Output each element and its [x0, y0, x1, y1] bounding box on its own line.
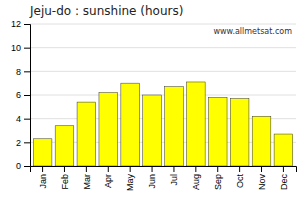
x-tick-label: Feb — [60, 174, 70, 190]
x-tick: Apr — [103, 166, 113, 188]
bar — [77, 102, 96, 166]
x-tick-label: Sep — [213, 174, 223, 190]
x-tick: Jul — [169, 166, 179, 186]
y-tick-mark — [24, 119, 30, 120]
bar — [165, 87, 184, 166]
y-tick-mark — [24, 48, 30, 49]
bar — [252, 116, 271, 166]
y-tick-mark — [24, 71, 30, 72]
x-tick: Nov — [257, 166, 267, 190]
x-axis-line — [31, 167, 297, 173]
x-tick: Dec — [279, 166, 289, 190]
x-tick-mark — [283, 166, 284, 172]
x-tick-label: May — [125, 174, 135, 192]
y-tick: 12 — [11, 19, 30, 29]
plot: 0 2 4 6 8 10 12 Jan Feb Mar Apr May Jun Jul Aug Sep Oct N… — [11, 19, 297, 191]
bar — [33, 139, 52, 166]
y-tick-mark — [24, 142, 30, 143]
x-tick: Aug — [191, 166, 201, 190]
grid-line — [30, 95, 296, 96]
bar — [230, 99, 249, 166]
x-tick-label: Mar — [82, 174, 92, 190]
x-tick-mark — [152, 166, 153, 172]
y-tick-mark — [24, 24, 30, 25]
x-tick: Feb — [60, 166, 70, 190]
x-tick-mark — [261, 166, 262, 172]
x-tick: Oct — [235, 166, 245, 188]
y-tick-label: 2 — [16, 138, 21, 148]
grid-line — [30, 47, 296, 48]
title: Jeju-do : sunshine (hours) — [29, 4, 183, 18]
bar — [274, 134, 293, 166]
y-tick-mark — [24, 166, 30, 167]
y-tick: 8 — [16, 67, 30, 77]
x-tick-mark — [130, 166, 131, 172]
y-tick: 4 — [16, 114, 30, 124]
y-tick-label: 6 — [16, 90, 21, 100]
x-tick-mark — [173, 166, 174, 172]
y-tick: 2 — [16, 138, 30, 148]
y-axis-line — [24, 25, 31, 167]
bar — [121, 83, 140, 166]
x-tick-mark — [195, 166, 196, 172]
x-tick-mark — [64, 166, 65, 172]
bar — [55, 126, 74, 166]
y-axis: 0 2 4 6 8 10 12 — [11, 19, 31, 171]
y-tick-mark — [24, 95, 30, 96]
y-tick-label: 12 — [11, 19, 21, 29]
x-tick-label: Apr — [103, 174, 113, 188]
x-tick-label: Jan — [38, 174, 48, 189]
y-tick: 0 — [16, 161, 30, 171]
bar — [143, 95, 162, 166]
bar — [99, 93, 118, 166]
x-tick-mark — [42, 166, 43, 172]
x-tick-label: Dec — [279, 174, 289, 191]
y-tick-label: 10 — [11, 43, 21, 53]
y-tick: 6 — [16, 90, 30, 100]
grid-line — [30, 71, 296, 72]
y-tick: 10 — [11, 43, 30, 53]
y-tick-label: 8 — [16, 67, 21, 77]
y-tick-label: 4 — [16, 114, 21, 124]
x-tick-label: Oct — [235, 174, 245, 189]
x-tick-label: Jun — [147, 174, 157, 189]
bar — [187, 82, 206, 166]
x-tick-label: Nov — [257, 174, 267, 191]
chart: 0 2 4 6 8 10 12 Jan Feb Mar Apr May Jun Jul Aug Sep Oct N… — [0, 0, 306, 200]
x-axis: Jan Feb Mar Apr May Jun Jul Aug Sep Oct Nov Dec — [31, 166, 297, 191]
watermark: www.allmetsat.com — [214, 27, 293, 36]
grid — [30, 24, 296, 166]
x-tick: Jan — [38, 166, 48, 189]
x-tick: May — [125, 166, 135, 191]
x-tick-mark — [239, 166, 240, 172]
x-tick-mark — [217, 166, 218, 172]
grid-line — [30, 24, 296, 25]
x-tick: Jun — [147, 166, 157, 189]
bars — [33, 82, 292, 166]
x-tick-mark — [86, 166, 87, 172]
bar — [208, 97, 227, 166]
x-tick-mark — [108, 166, 109, 172]
x-tick-label: Jul — [169, 174, 179, 186]
x-tick: Mar — [82, 166, 92, 190]
y-tick-label: 0 — [16, 161, 21, 171]
x-tick-label: Aug — [191, 174, 201, 190]
x-tick: Sep — [213, 166, 223, 190]
